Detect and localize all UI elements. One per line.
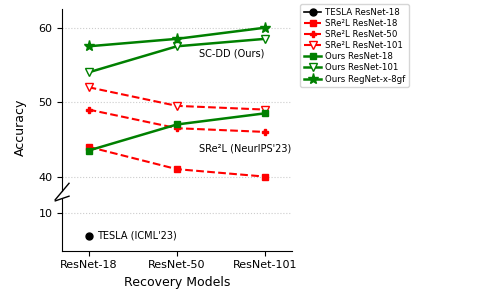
Text: SC-DD (Ours): SC-DD (Ours) (199, 49, 264, 59)
Text: SRe²L (NeurIPS'23): SRe²L (NeurIPS'23) (199, 143, 291, 153)
X-axis label: Recovery Models: Recovery Models (124, 276, 230, 289)
Legend: TESLA ResNet-18, SRe²L ResNet-18, SRe²L ResNet-50, SRe²L ResNet-101, Ours ResNet: TESLA ResNet-18, SRe²L ResNet-18, SRe²L … (301, 4, 409, 87)
Text: TESLA (ICML'23): TESLA (ICML'23) (98, 230, 177, 240)
Text: Accuracy: Accuracy (14, 98, 27, 156)
